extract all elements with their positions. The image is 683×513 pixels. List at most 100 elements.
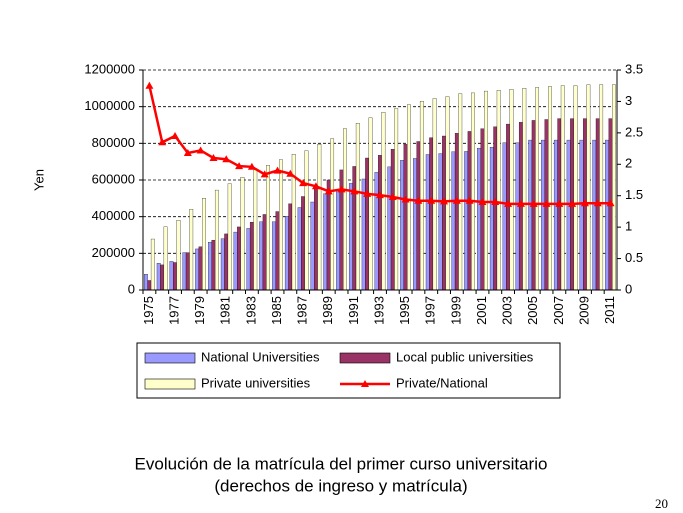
line-marker [376,191,384,199]
line-marker [504,199,513,207]
bar [502,142,507,291]
bar [407,104,411,291]
line-marker [286,169,295,177]
y-tick-label: 1200000 [84,61,135,76]
line-marker [171,132,180,139]
bar [566,139,571,291]
bar [220,238,225,291]
y2-tick-label: 1.5 [625,187,643,202]
bar [429,137,434,291]
y-tick-label: 0 [128,281,135,296]
x-tick-label: 1977 [166,296,181,325]
bar [445,96,450,291]
bar [592,139,597,291]
line-marker [542,199,551,207]
line-marker [427,196,436,204]
line-marker [452,196,461,204]
line-marker [414,196,423,204]
bar [515,142,520,291]
bar [477,147,481,291]
y-axis-label: Yen [31,169,46,191]
bar [464,151,469,291]
bar [400,160,404,291]
bar [413,158,417,291]
bar [506,123,510,291]
bar [419,101,424,291]
line-marker [465,196,474,204]
y2-tick-label: 0 [625,281,632,296]
bar [224,233,229,291]
bar [484,90,488,291]
bar [246,228,251,291]
y2-tick-label: 3.5 [625,61,643,76]
y-tick-label: 600000 [92,171,135,186]
bar [185,252,190,291]
bar [586,84,591,291]
bar [211,239,216,291]
line-marker [222,155,231,163]
line-marker [516,199,525,207]
y2-tick-label: 1 [625,219,632,234]
bar [275,211,280,291]
bar [467,131,472,291]
bar [262,214,267,291]
bar [509,89,514,291]
bar [381,112,386,291]
bar [266,165,270,291]
line-marker [555,199,564,207]
line-marker [145,81,154,89]
bar [416,141,421,291]
x-tick-label: 1989 [320,296,335,325]
bar [348,183,353,291]
bar [227,183,232,291]
bar [553,139,558,291]
line-marker [363,189,372,197]
bar [208,242,212,291]
bar [310,201,315,291]
y-tick-label: 200000 [92,245,135,260]
line-marker [401,195,410,203]
x-tick-label: 1987 [295,296,310,325]
legend-label: Local public universities [396,349,534,364]
line-marker [235,162,244,170]
y-tick-label: 400000 [92,208,135,223]
bar [259,221,264,291]
x-tick-label: 2007 [551,296,566,325]
x-tick-label: 1993 [371,296,386,325]
bar [272,221,276,291]
bar [169,261,174,291]
x-tick-label: 1991 [346,296,361,325]
bar [253,169,258,291]
line-marker [273,166,282,174]
line-marker [580,199,589,207]
x-tick-label: 1975 [141,296,156,325]
bar [579,139,584,291]
x-tick-label: 2001 [474,296,489,325]
bar [336,189,340,291]
x-tick-label: 1999 [448,296,463,325]
legend-label: Private/National [396,375,488,390]
bar [541,139,545,291]
bar [480,128,485,291]
bar [176,220,181,291]
x-tick-label: 1981 [218,296,233,325]
bar [301,196,305,291]
bar [288,203,293,291]
legend-marker [361,380,369,387]
bar [352,166,357,291]
bar [471,92,475,291]
bar [323,193,328,291]
line-marker [324,187,333,195]
bar [182,252,187,291]
caption-line: Evolución de la matrícula del primer cur… [135,454,548,473]
bar [156,263,161,291]
bar [489,147,494,291]
bar [304,150,309,291]
bar [403,144,408,291]
bar [233,231,238,291]
bar [560,85,565,291]
bar [599,84,604,291]
bar [249,222,254,291]
bar [368,117,373,291]
